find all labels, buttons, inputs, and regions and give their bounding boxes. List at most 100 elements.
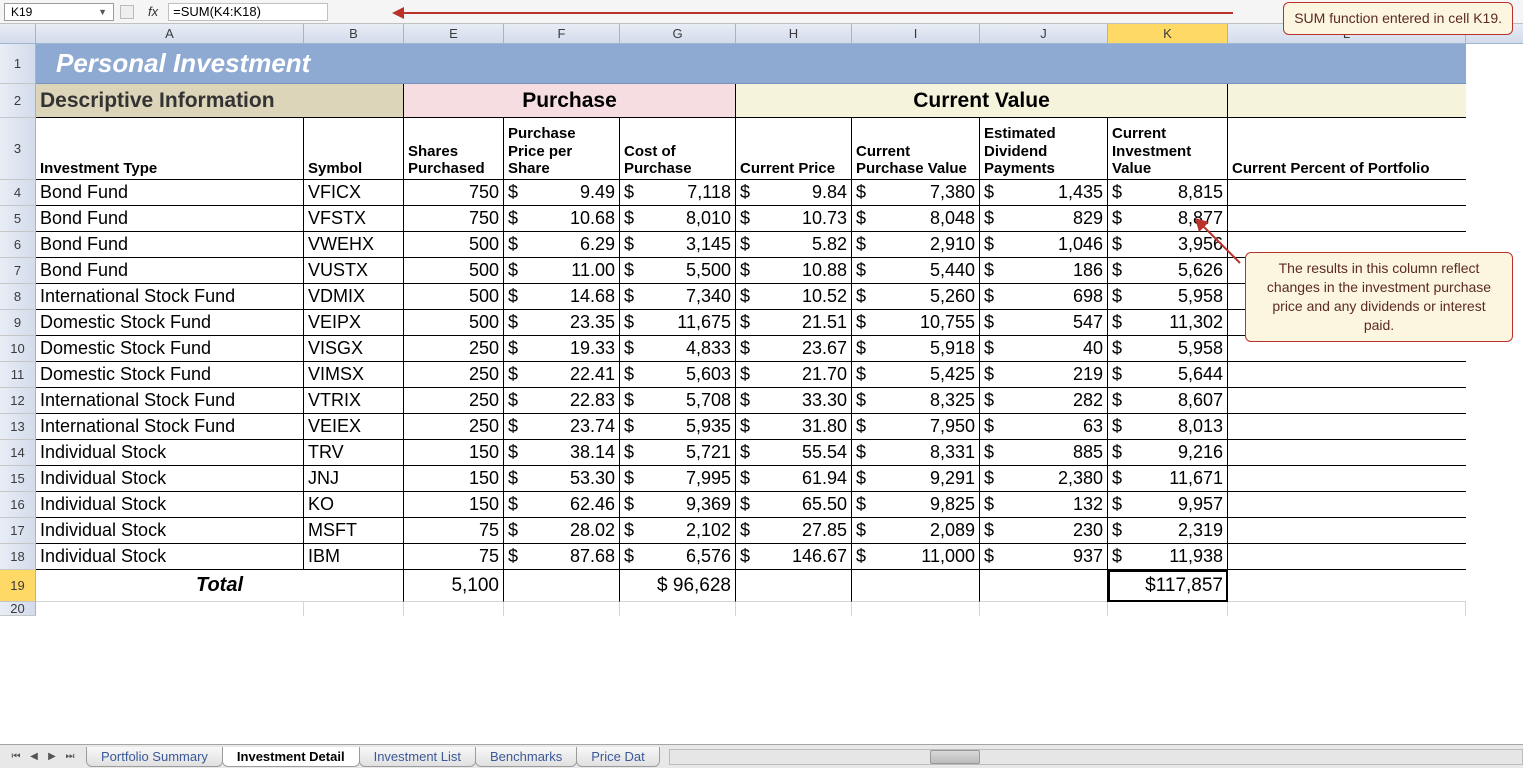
cell-symbol[interactable]: VIMSX (304, 362, 404, 388)
cell-pps[interactable]: $22.83 (504, 388, 620, 414)
cell-cpv[interactable]: $5,440 (852, 258, 980, 284)
select-all-corner[interactable] (0, 24, 36, 43)
cell-pct[interactable] (1228, 466, 1466, 492)
cell-cp[interactable]: $21.51 (736, 310, 852, 336)
cell-div[interactable]: $1,435 (980, 180, 1108, 206)
cell-pps[interactable]: $23.35 (504, 310, 620, 336)
cell-cost[interactable]: $7,340 (620, 284, 736, 310)
cell-pps[interactable]: $38.14 (504, 440, 620, 466)
cell-div[interactable]: $132 (980, 492, 1108, 518)
cell-civ[interactable]: $9,216 (1108, 440, 1228, 466)
cell-div[interactable]: $2,380 (980, 466, 1108, 492)
cell-symbol[interactable]: VWEHX (304, 232, 404, 258)
cell-civ[interactable]: $8,013 (1108, 414, 1228, 440)
cell-pps[interactable]: $6.29 (504, 232, 620, 258)
cell-div[interactable]: $885 (980, 440, 1108, 466)
cell-symbol[interactable]: VFSTX (304, 206, 404, 232)
cell-cpv[interactable]: $11,000 (852, 544, 980, 570)
cell-civ[interactable]: $2,319 (1108, 518, 1228, 544)
col-header-A[interactable]: A (36, 24, 304, 43)
col-header-H[interactable]: H (736, 24, 852, 43)
row-header-20[interactable]: 20 (0, 602, 36, 616)
row-header-1[interactable]: 1 (0, 44, 36, 84)
cell-pct[interactable] (1228, 492, 1466, 518)
empty-cell[interactable] (304, 602, 404, 616)
cell-cp[interactable]: $10.52 (736, 284, 852, 310)
cell-cpv[interactable]: $5,425 (852, 362, 980, 388)
cell-div[interactable]: $547 (980, 310, 1108, 336)
fx-label[interactable]: fx (144, 4, 162, 19)
cell-symbol[interactable]: KO (304, 492, 404, 518)
cell-div[interactable]: $1,046 (980, 232, 1108, 258)
cell-type[interactable]: Individual Stock (36, 440, 304, 466)
cell-cp[interactable]: $61.94 (736, 466, 852, 492)
cell-shares[interactable]: 250 (404, 362, 504, 388)
cell-civ[interactable]: $5,958 (1108, 336, 1228, 362)
horizontal-scrollbar[interactable] (669, 749, 1523, 765)
cell-cpv[interactable]: $9,825 (852, 492, 980, 518)
cell-pct[interactable] (1228, 362, 1466, 388)
cell-pps[interactable]: $10.68 (504, 206, 620, 232)
cell-cpv[interactable]: $2,089 (852, 518, 980, 544)
col-header-I[interactable]: I (852, 24, 980, 43)
cell-shares[interactable]: 750 (404, 180, 504, 206)
cell-pps[interactable]: $22.41 (504, 362, 620, 388)
cell-div[interactable]: $63 (980, 414, 1108, 440)
total-pps[interactable] (504, 570, 620, 602)
cell-pct[interactable] (1228, 518, 1466, 544)
cell-symbol[interactable]: VISGX (304, 336, 404, 362)
cell-type[interactable]: Individual Stock (36, 492, 304, 518)
cell-cost[interactable]: $7,118 (620, 180, 736, 206)
cell-type[interactable]: International Stock Fund (36, 284, 304, 310)
scroll-thumb[interactable] (930, 750, 980, 764)
cell-civ[interactable]: $11,938 (1108, 544, 1228, 570)
total-cp[interactable] (736, 570, 852, 602)
row-header-16[interactable]: 16 (0, 492, 36, 518)
cell-civ[interactable]: $11,302 (1108, 310, 1228, 336)
cell-pct[interactable] (1228, 440, 1466, 466)
cell-div[interactable]: $230 (980, 518, 1108, 544)
cell-type[interactable]: International Stock Fund (36, 414, 304, 440)
cell-cp[interactable]: $23.67 (736, 336, 852, 362)
cell-cp[interactable]: $65.50 (736, 492, 852, 518)
cell-cost[interactable]: $6,576 (620, 544, 736, 570)
row-header-18[interactable]: 18 (0, 544, 36, 570)
cell-pps[interactable]: $62.46 (504, 492, 620, 518)
total-pct[interactable] (1228, 570, 1466, 602)
cell-type[interactable]: Bond Fund (36, 206, 304, 232)
cell-pct[interactable] (1228, 414, 1466, 440)
cell-cost[interactable]: $5,708 (620, 388, 736, 414)
cell-type[interactable]: Domestic Stock Fund (36, 336, 304, 362)
cell-shares[interactable]: 500 (404, 232, 504, 258)
cell-cpv[interactable]: $5,918 (852, 336, 980, 362)
total-shares[interactable]: 5,100 (404, 570, 504, 602)
cell-div[interactable]: $40 (980, 336, 1108, 362)
cell-symbol[interactable]: VUSTX (304, 258, 404, 284)
cell-cost[interactable]: $3,145 (620, 232, 736, 258)
sheet-tab-portfolio-summary[interactable]: Portfolio Summary (86, 747, 223, 767)
cell-symbol[interactable]: MSFT (304, 518, 404, 544)
cell-cost[interactable]: $8,010 (620, 206, 736, 232)
cell-cost[interactable]: $2,102 (620, 518, 736, 544)
cell-div[interactable]: $937 (980, 544, 1108, 570)
cell-symbol[interactable]: JNJ (304, 466, 404, 492)
cell-cost[interactable]: $5,500 (620, 258, 736, 284)
row-header-17[interactable]: 17 (0, 518, 36, 544)
cell-cpv[interactable]: $8,331 (852, 440, 980, 466)
cell-div[interactable]: $829 (980, 206, 1108, 232)
cell-cost[interactable]: $5,603 (620, 362, 736, 388)
cell-symbol[interactable]: TRV (304, 440, 404, 466)
col-header-J[interactable]: J (980, 24, 1108, 43)
row-header-5[interactable]: 5 (0, 206, 36, 232)
cell-cp[interactable]: $27.85 (736, 518, 852, 544)
cell-type[interactable]: Bond Fund (36, 258, 304, 284)
col-header-G[interactable]: G (620, 24, 736, 43)
cell-symbol[interactable]: IBM (304, 544, 404, 570)
row-header-4[interactable]: 4 (0, 180, 36, 206)
cell-shares[interactable]: 750 (404, 206, 504, 232)
row-header-6[interactable]: 6 (0, 232, 36, 258)
col-header-E[interactable]: E (404, 24, 504, 43)
empty-cell[interactable] (504, 602, 620, 616)
cell-civ[interactable]: $9,957 (1108, 492, 1228, 518)
cell-cp[interactable]: $21.70 (736, 362, 852, 388)
